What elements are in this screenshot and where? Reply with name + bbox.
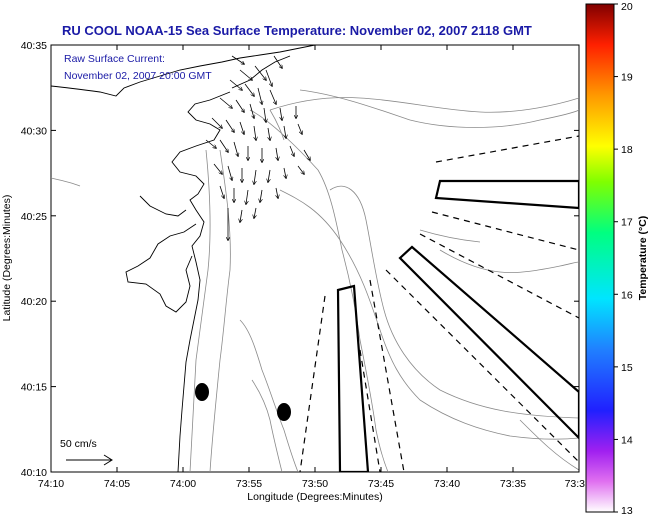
bathymetry-contours — [51, 89, 579, 472]
colorbar-label: Temperature (°C) — [637, 216, 649, 301]
colorbar-ticks: 20 19 18 17 16 15 14 13 — [614, 1, 633, 517]
temperature-colorbar: 20 19 18 17 16 15 14 13 Temperature (°C) — [585, 1, 649, 517]
y-tick-label: 40:30 — [21, 125, 47, 137]
x-tick-label: 73:40 — [434, 478, 460, 490]
scale-arrow-label: 50 cm/s — [60, 438, 97, 450]
coastline — [51, 45, 316, 472]
x-tick-label: 74:05 — [104, 478, 130, 490]
colorbar-tick-label: 19 — [621, 72, 633, 84]
x-tick-label: 73:45 — [368, 478, 394, 490]
x-tick-label: 73:3 — [565, 478, 586, 490]
colorbar-tick-label: 16 — [621, 289, 633, 301]
dashed-track-lines — [299, 135, 579, 472]
swath-south — [336, 284, 370, 472]
y-tick-label: 40:15 — [21, 382, 47, 394]
colorbar-tick-label: 14 — [621, 434, 633, 446]
x-axis-ticks: 74:10 74:05 74:00 73:55 73:50 73:45 73:40 73:35… — [38, 45, 585, 490]
y-tick-label: 40:25 — [21, 211, 47, 223]
y-tick-label: 40:35 — [21, 40, 47, 52]
y-axis-ticks: 40:35 40:30 40:25 40:20 40:15 40:10 — [21, 40, 579, 479]
scale-arrow: 50 cm/s — [60, 438, 113, 466]
coverage-swaths — [336, 179, 579, 472]
colorbar-tick-label: 20 — [621, 1, 633, 13]
y-tick-label: 40:20 — [21, 296, 47, 308]
x-tick-label: 73:55 — [236, 478, 262, 490]
figure-title: RU COOL NOAA-15 Sea Surface Temperature:… — [62, 23, 532, 38]
colorbar-tick-label: 18 — [621, 144, 633, 156]
station-marker-west — [195, 383, 209, 401]
plot-frame — [50, 44, 580, 473]
surface-current-vectors — [205, 55, 310, 240]
x-tick-label: 73:35 — [500, 478, 526, 490]
map-plot: Raw Surface Current: November 02, 2007 2… — [1, 40, 585, 503]
y-axis-label: Latitude (Degrees:Minutes) — [1, 195, 13, 322]
y-tick-label: 40:10 — [21, 467, 47, 479]
swath-east-lower — [398, 245, 579, 440]
x-tick-label: 73:50 — [302, 478, 328, 490]
current-label-line1: Raw Surface Current: — [64, 53, 165, 65]
colorbar-tick-label: 17 — [621, 217, 633, 229]
colorbar-gradient — [585, 3, 615, 513]
swath-east-upper — [434, 179, 579, 210]
station-marker-east — [277, 403, 291, 421]
current-label-line2: November 02, 2007 20:00 GMT — [64, 70, 212, 82]
x-tick-label: 74:10 — [38, 478, 64, 490]
scale-arrow-head — [103, 454, 113, 466]
colorbar-tick-label: 13 — [621, 505, 633, 517]
colorbar-tick-label: 15 — [621, 362, 633, 374]
x-axis-label: Longitude (Degrees:Minutes) — [247, 491, 382, 503]
x-tick-label: 74:00 — [170, 478, 196, 490]
